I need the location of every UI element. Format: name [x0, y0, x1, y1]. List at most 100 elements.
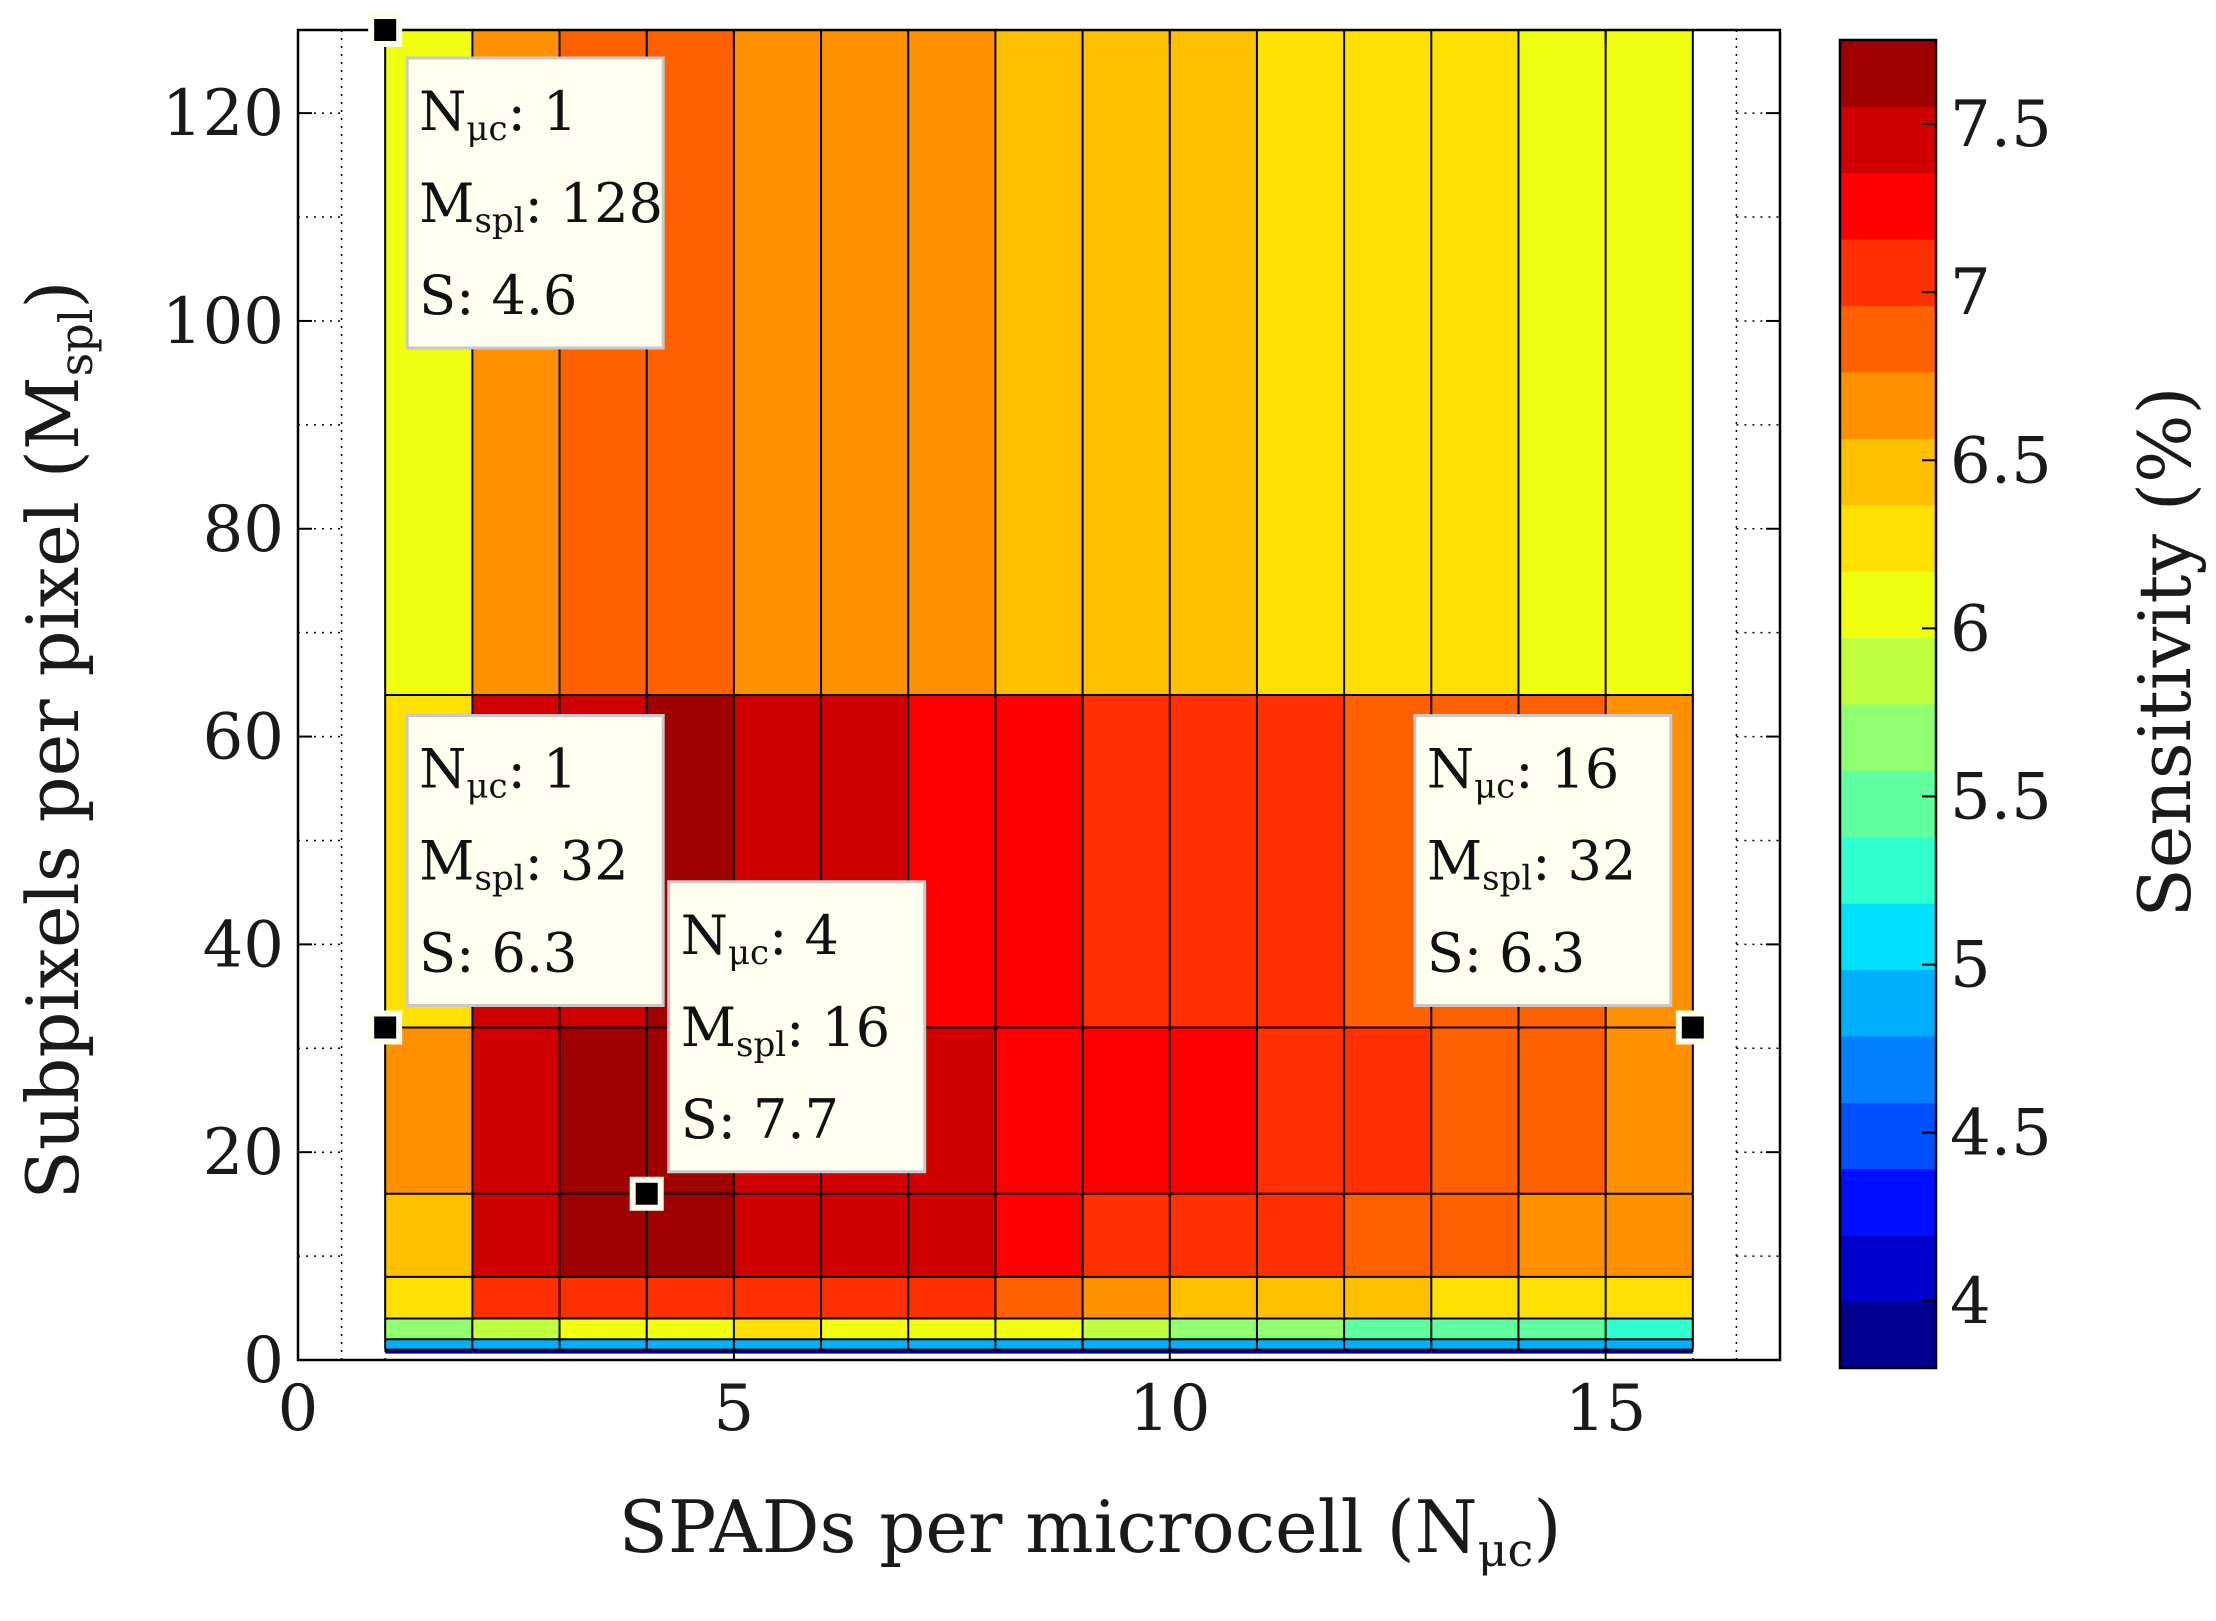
heatmap-cell: [821, 30, 909, 695]
colorbar-ticks: 4 4.5 5 5.5 6 6.5 7 7.5: [1922, 88, 2052, 1339]
y-tick-label: 80: [203, 493, 284, 567]
heatmap-cell: [1256, 695, 1345, 1028]
colorbar-segment: [1840, 504, 1936, 572]
axis-ticks: [297, 30, 1780, 1361]
data-tip-line: Nμc: 16: [1427, 738, 1619, 807]
heatmap-cell: [1605, 1027, 1693, 1194]
heatmap-cell: [733, 30, 822, 695]
heatmap-cell: [1082, 1193, 1170, 1277]
colorbar-segment: [1840, 1168, 1936, 1236]
heatmap-cell: [472, 1318, 560, 1340]
heatmap-cell: [1518, 1349, 1606, 1354]
heatmap-cell: [1431, 1318, 1519, 1340]
heatmap-cell: [1605, 1193, 1693, 1277]
data-tip-marker: [374, 1016, 397, 1039]
colorbar-segment: [1840, 106, 1936, 174]
heatmap-cell: [385, 1193, 473, 1277]
heatmap-cell: [1518, 1318, 1606, 1340]
heatmap-cell: [472, 1027, 560, 1194]
heatmap-cell: [1431, 30, 1519, 695]
colorbar-tick-label: 7.5: [1950, 88, 2052, 162]
heatmap-cell: [1605, 1339, 1693, 1350]
data-tip: Nμc: 1 Mspl: 32 S: 6.3: [368, 714, 665, 1045]
heatmap-cell: [472, 1193, 560, 1277]
colorbar-tick-label: 4: [1950, 1265, 1991, 1339]
heatmap-cell: [1344, 1318, 1432, 1340]
colorbar-segment: [1840, 172, 1936, 240]
heatmap-cell: [995, 1318, 1083, 1340]
heatmap-cell: [1605, 30, 1693, 695]
heatmap-cell: [995, 1339, 1083, 1350]
heatmap-cell: [385, 1027, 473, 1194]
y-tick-label: 0: [243, 1324, 284, 1398]
data-tip-line: Mspl: 16: [681, 996, 890, 1065]
heatmap-cell: [1431, 1193, 1519, 1277]
heatmap-cell: [908, 1339, 996, 1350]
heatmap-cell: [1431, 1276, 1519, 1319]
colorbar: 4 4.5 5 5.5 6 6.5 7 7.5 Sensitivity (%): [1838, 38, 2207, 1370]
heatmap-cell: [1344, 1193, 1432, 1277]
heatmap-cell: [1082, 1339, 1170, 1350]
heatmap-cell: [1344, 1276, 1432, 1319]
heatmap-cell: [1344, 1027, 1432, 1194]
heatmap-cell: [995, 30, 1083, 695]
heatmap-cell: [995, 1193, 1083, 1277]
data-tip-box: [1413, 714, 1673, 1007]
colorbar-tick-label: 6.5: [1950, 424, 2052, 498]
y-tick-label: 40: [203, 908, 284, 982]
heatmap-cell: [646, 1339, 734, 1350]
heatmap-cell: [1082, 30, 1170, 695]
heatmap-cell: [821, 1276, 909, 1319]
heatmap-cell: [821, 1339, 909, 1350]
colorbar-label: Sensitivity (%): [2123, 386, 2207, 917]
heatmap-cell: [1431, 1349, 1519, 1354]
colorbar-tick-label: 5: [1950, 929, 1991, 1003]
data-tip: Nμc: 4 Mspl: 16 S: 7.7: [629, 880, 927, 1211]
colorbar-segment: [1840, 969, 1936, 1037]
heatmap-cell: [821, 1349, 909, 1354]
data-tip-line: Nμc: 1: [419, 80, 577, 149]
y-tick-label: 120: [162, 77, 284, 151]
data-tip-marker: [374, 19, 397, 41]
data-tip-marker: [635, 1182, 658, 1205]
heatmap-cell: [1431, 1027, 1519, 1194]
heatmap-cell: [1169, 1193, 1257, 1277]
heatmap-cell: [1431, 1339, 1519, 1350]
data-tip-line: Nμc: 1: [419, 738, 577, 807]
heatmap-cell: [559, 1276, 647, 1319]
colorbar-segment: [1840, 571, 1936, 639]
heatmap-cell: [1605, 1318, 1693, 1340]
x-axis-label: SPADs per microcell (Nμc): [619, 1485, 1562, 1577]
heatmap-cell: [559, 1349, 647, 1354]
heatmap-cell: [559, 1339, 647, 1350]
heatmap-cell: [995, 1349, 1083, 1354]
colorbar-segments: [1840, 40, 1936, 1369]
data-tip-line: S: 6.3: [1427, 922, 1585, 985]
colorbar-segment: [1840, 239, 1936, 307]
heatmap-cell: [733, 1349, 822, 1354]
heatmap-cell: [385, 1318, 473, 1340]
heatmap-cell: [646, 1349, 734, 1354]
heatmap-cell: [1082, 1276, 1170, 1319]
colorbar-segment: [1840, 770, 1936, 838]
heatmap-cell: [1169, 1027, 1257, 1194]
heatmap-cell: [385, 1349, 473, 1354]
heatmap-cell: [1518, 1339, 1606, 1350]
heatmap-cell: [733, 1339, 822, 1350]
heatmap-cell: [472, 1339, 560, 1350]
heatmap-cell: [385, 1276, 473, 1319]
heatmap-cell: [646, 1318, 734, 1340]
y-tick-label: 100: [162, 285, 284, 359]
data-tip-line: S: 7.7: [681, 1088, 839, 1151]
heatmap-cell: [908, 1276, 996, 1319]
cell-borders: [384, 29, 1694, 1351]
x-tick-label: 5: [714, 1372, 755, 1446]
heatmap-cell: [733, 1276, 822, 1319]
heatmap-cell: [908, 1193, 996, 1277]
heatmap-cell: [1082, 1027, 1170, 1194]
heatmap-cell: [995, 1276, 1083, 1319]
heatmap-cell: [1256, 1193, 1345, 1277]
heatmap-cell: [385, 1339, 473, 1350]
colorbar-segment: [1840, 438, 1936, 506]
colorbar-segment: [1840, 903, 1936, 971]
